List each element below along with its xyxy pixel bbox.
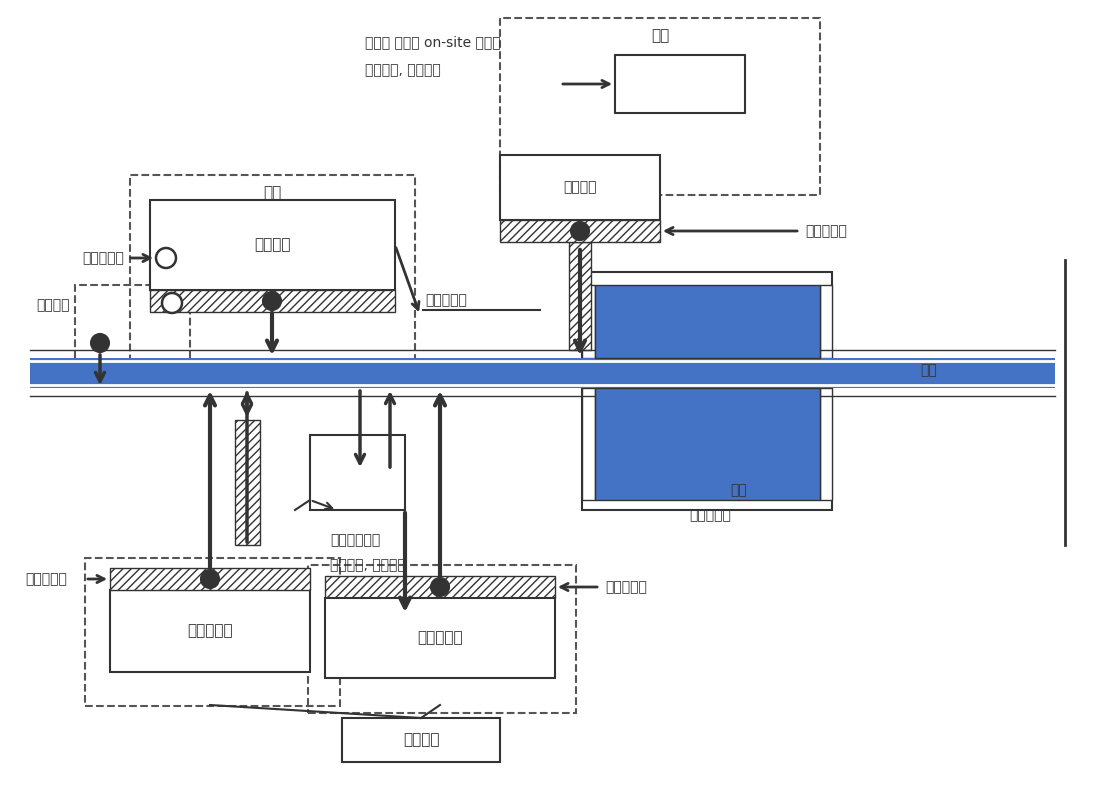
Bar (820, 388, 832, 500)
Bar (308, 565, 576, 713)
Bar (595, 285, 820, 358)
Text: 하천: 하천 (920, 363, 937, 377)
Text: 투수성포장: 투수성포장 (417, 630, 462, 645)
Bar (615, 55, 745, 113)
Text: 개별주택: 개별주택 (36, 298, 70, 312)
Bar (325, 576, 555, 598)
Text: 우수조정지: 우수조정지 (689, 508, 731, 522)
Text: 침투트렌치: 침투트렌치 (805, 224, 847, 238)
Bar (130, 175, 415, 375)
Text: 운동장저류: 운동장저류 (187, 623, 232, 638)
Circle shape (571, 222, 589, 240)
Bar (595, 285, 820, 358)
Bar (325, 598, 555, 678)
Bar (595, 388, 820, 500)
Bar (342, 718, 500, 762)
Bar (582, 285, 595, 358)
Text: 침투트렌치: 침투트렌치 (25, 572, 67, 586)
Bar (500, 18, 820, 195)
Text: 건물저류: 건물저류 (253, 238, 291, 253)
Bar (582, 388, 595, 500)
Text: 소방용수, 환경용수: 소방용수, 환경용수 (330, 558, 406, 572)
Circle shape (156, 248, 176, 268)
Bar (75, 285, 190, 365)
Text: 우수저류조: 우수저류조 (83, 251, 124, 265)
Bar (30, 358, 1055, 388)
Bar (235, 420, 260, 545)
Text: 광장저류: 광장저류 (564, 180, 597, 194)
Circle shape (201, 570, 219, 588)
Text: 집수구역: 집수구역 (403, 733, 439, 748)
Text: 우수침투구: 우수침투구 (425, 293, 467, 307)
Bar (310, 435, 405, 510)
Text: 침투트렌치: 침투트렌치 (606, 580, 647, 594)
Text: 공원: 공원 (651, 29, 669, 44)
Circle shape (162, 293, 182, 313)
Circle shape (430, 578, 449, 596)
Bar (595, 388, 820, 500)
Bar (582, 272, 832, 510)
Bar (150, 290, 395, 312)
Bar (150, 200, 395, 290)
Text: 택지: 택지 (263, 185, 281, 200)
Text: 분산형조정지: 분산형조정지 (330, 533, 380, 547)
Circle shape (263, 292, 281, 310)
Bar (500, 155, 659, 220)
Bar (110, 590, 310, 672)
Text: 다목적 자연형 on-site 저류지: 다목적 자연형 on-site 저류지 (366, 35, 501, 49)
Bar (500, 220, 659, 242)
Bar (569, 242, 591, 350)
Text: 하천: 하천 (730, 483, 746, 497)
Bar (85, 558, 340, 706)
Bar (110, 568, 310, 590)
Text: 소방용수, 환경용수: 소방용수, 환경용수 (366, 63, 440, 77)
Bar (820, 285, 832, 358)
Circle shape (91, 334, 109, 352)
